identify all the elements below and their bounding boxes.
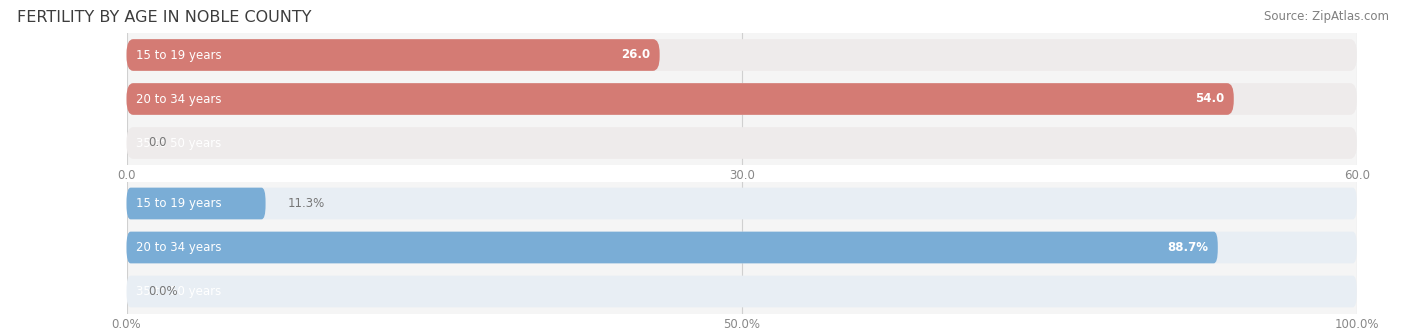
Text: 54.0: 54.0 bbox=[1195, 92, 1223, 106]
Text: 35 to 50 years: 35 to 50 years bbox=[136, 137, 222, 149]
Text: 35 to 50 years: 35 to 50 years bbox=[136, 285, 222, 298]
FancyBboxPatch shape bbox=[127, 39, 1357, 71]
Text: 88.7%: 88.7% bbox=[1167, 241, 1208, 254]
FancyBboxPatch shape bbox=[127, 39, 659, 71]
Text: 20 to 34 years: 20 to 34 years bbox=[136, 241, 222, 254]
Text: 0.0: 0.0 bbox=[149, 137, 167, 149]
FancyBboxPatch shape bbox=[127, 232, 1357, 263]
Text: 26.0: 26.0 bbox=[620, 49, 650, 61]
Text: 0.0%: 0.0% bbox=[149, 285, 179, 298]
FancyBboxPatch shape bbox=[127, 83, 1234, 115]
FancyBboxPatch shape bbox=[127, 83, 1357, 115]
Text: 15 to 19 years: 15 to 19 years bbox=[136, 197, 222, 210]
FancyBboxPatch shape bbox=[127, 127, 1357, 159]
Text: 11.3%: 11.3% bbox=[288, 197, 325, 210]
FancyBboxPatch shape bbox=[127, 188, 1357, 219]
Text: 15 to 19 years: 15 to 19 years bbox=[136, 49, 222, 61]
Text: Source: ZipAtlas.com: Source: ZipAtlas.com bbox=[1264, 10, 1389, 23]
FancyBboxPatch shape bbox=[127, 232, 1218, 263]
Text: 20 to 34 years: 20 to 34 years bbox=[136, 92, 222, 106]
Text: FERTILITY BY AGE IN NOBLE COUNTY: FERTILITY BY AGE IN NOBLE COUNTY bbox=[17, 10, 311, 25]
FancyBboxPatch shape bbox=[127, 188, 266, 219]
FancyBboxPatch shape bbox=[127, 276, 1357, 307]
